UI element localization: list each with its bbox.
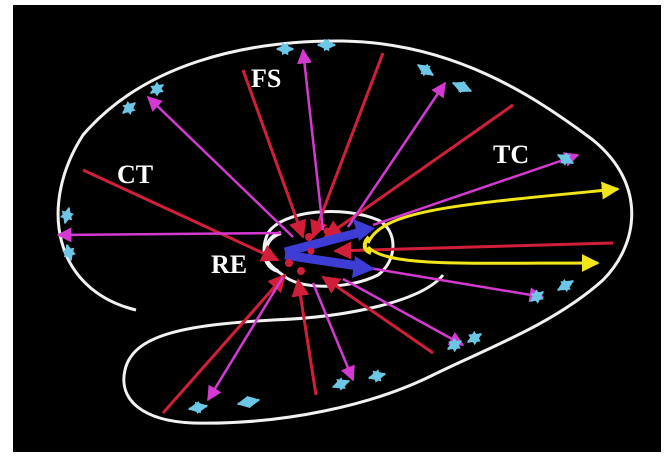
- red-projection-line: [241, 69, 306, 239]
- magenta-projection-line: [342, 277, 465, 347]
- red-projection-line: [321, 275, 434, 355]
- red-projection-line: [333, 241, 614, 260]
- label-ct: CT: [117, 160, 153, 189]
- blue-arrowhead: [353, 219, 375, 241]
- cyan-double-arrow: [62, 243, 76, 262]
- red-node: [305, 233, 313, 241]
- cyan-double-arrow: [331, 377, 351, 391]
- cyan-double-arrow: [556, 152, 575, 166]
- cyan-double-arrow: [451, 80, 473, 94]
- red-node: [285, 259, 293, 267]
- diagram-panel: FS TC CT RE: [13, 5, 661, 452]
- red-projection-line: [82, 168, 280, 262]
- red-node: [297, 267, 305, 275]
- yellow-projection-line: [366, 181, 620, 244]
- magenta-projection-line: [362, 265, 545, 303]
- blue-arrow: [284, 250, 366, 272]
- label-re: RE: [211, 250, 247, 279]
- cyan-double-arrow: [446, 337, 463, 353]
- cyan-double-arrow: [122, 100, 136, 116]
- cyan-double-arrow: [466, 330, 483, 346]
- blue-arrowhead: [352, 256, 375, 278]
- cyan-double-arrow: [367, 369, 387, 383]
- cyan-double-arrow: [556, 278, 575, 293]
- red-node: [307, 247, 315, 255]
- brain-connectivity-diagram: FS TC CT RE: [56, 38, 634, 425]
- yellow-projection-line: [366, 245, 600, 273]
- yellow-hook: [362, 235, 372, 255]
- red-node: [323, 227, 331, 235]
- cyan-double-arrow: [187, 400, 209, 415]
- magenta-projection-line: [311, 282, 355, 382]
- magenta-projection-line: [146, 95, 294, 238]
- cyan-double-arrow: [236, 395, 261, 409]
- cyan-double-arrow: [530, 289, 544, 304]
- magenta-projection-line: [56, 227, 282, 243]
- blue-arrow: [283, 226, 367, 257]
- magenta-projection-line: [372, 152, 580, 227]
- cyan-double-arrow: [416, 63, 435, 77]
- red-projection-line: [291, 278, 318, 396]
- red-projection-line: [161, 273, 287, 414]
- red-projection-line: [310, 52, 385, 239]
- label-fs: FS: [251, 64, 281, 93]
- cortex-outline: [56, 39, 634, 425]
- magenta-projection-line: [297, 48, 325, 231]
- cyan-double-arrow: [149, 81, 165, 97]
- cyan-double-arrow: [60, 206, 74, 225]
- magenta-projection-line: [206, 276, 285, 402]
- label-tc: TC: [493, 140, 529, 169]
- magenta-projection-line: [346, 81, 447, 228]
